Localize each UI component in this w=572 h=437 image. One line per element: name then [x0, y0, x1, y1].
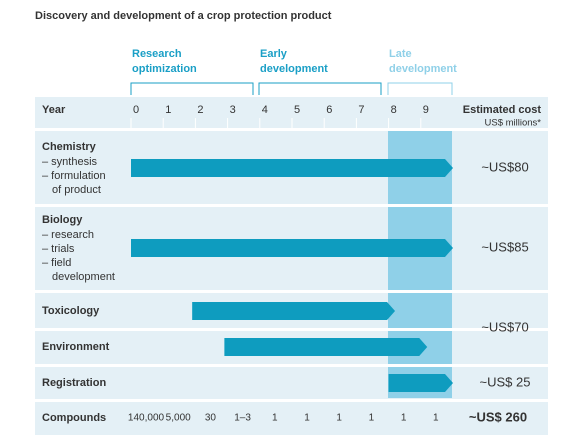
row-label: Registration — [42, 377, 106, 389]
compounds-value: 1 — [304, 413, 310, 424]
compounds-value: 1 — [272, 413, 278, 424]
row-item: – field — [42, 257, 71, 269]
compounds-label: Compounds — [42, 412, 106, 424]
phase-label: Early — [260, 48, 288, 60]
row-label: Biology — [42, 214, 83, 226]
phase-label: development — [260, 63, 328, 75]
year-label: 9 — [423, 104, 429, 116]
row-item: of product — [52, 184, 101, 196]
year-label: 6 — [326, 104, 332, 116]
row-separator — [35, 399, 548, 402]
year-label: 3 — [230, 104, 236, 116]
row-item: – research — [42, 229, 94, 241]
compounds-value: 1–3 — [234, 413, 251, 424]
row-label: Environment — [42, 341, 110, 353]
row-label: Toxicology — [42, 305, 100, 317]
cost: ~US$85 — [481, 239, 528, 254]
year-label: 7 — [358, 104, 364, 116]
phase-label: Research — [132, 48, 182, 60]
year-label: 1 — [165, 104, 171, 116]
compounds-value: 1 — [401, 413, 407, 424]
year-label: 0 — [133, 104, 139, 116]
row-separator — [35, 290, 548, 293]
phase-label: Late — [389, 48, 412, 60]
row-separator — [35, 364, 548, 367]
bar — [131, 239, 453, 257]
cost-header: Estimated cost — [463, 104, 542, 116]
cost: ~US$ 25 — [480, 374, 531, 389]
bar — [192, 302, 396, 320]
compounds-value: 30 — [205, 413, 217, 424]
year-label: 2 — [197, 104, 203, 116]
compounds-value: 1 — [336, 413, 342, 424]
compounds-value: 5,000 — [166, 413, 191, 424]
row-separator — [35, 204, 548, 207]
cost-header: US$ millions* — [485, 118, 542, 129]
year-label: 8 — [391, 104, 397, 116]
compounds-value: 1 — [433, 413, 439, 424]
table-bg — [35, 97, 548, 435]
row-label: Chemistry — [42, 141, 97, 153]
phase-label: development — [389, 63, 457, 75]
bar — [388, 374, 453, 392]
compounds-value: 1 — [369, 413, 375, 424]
row-separator — [35, 328, 548, 331]
row-item: – trials — [42, 243, 75, 255]
cost: ~US$70 — [481, 319, 528, 334]
year-label: 5 — [294, 104, 300, 116]
phase-bracket — [387, 82, 453, 95]
compounds-value: 140,000 — [128, 413, 165, 424]
year-header: Year — [42, 104, 66, 116]
compounds-total: ~US$ 260 — [469, 409, 527, 424]
row-item: – formulation — [42, 170, 106, 182]
title: Discovery and development of a crop prot… — [35, 10, 332, 22]
year-label: 4 — [262, 104, 268, 116]
bar — [224, 338, 428, 356]
row-item: development — [52, 271, 115, 283]
row-item: – synthesis — [42, 156, 98, 168]
phase-label: optimization — [132, 63, 197, 75]
cost: ~US$80 — [481, 159, 528, 174]
bar — [131, 159, 453, 177]
row-separator — [35, 128, 548, 131]
phase-bracket — [130, 82, 382, 95]
